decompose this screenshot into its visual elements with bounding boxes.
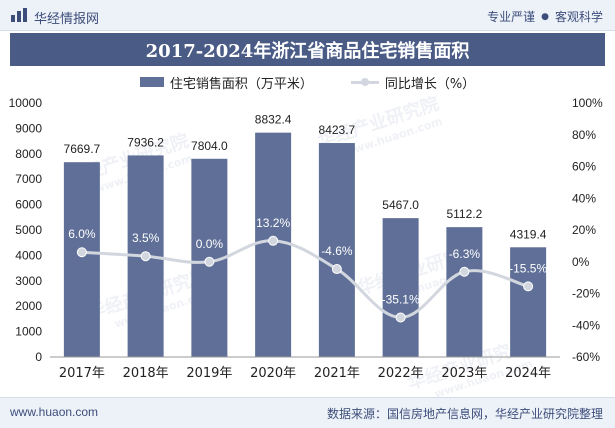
y-tick-label-right: 100% (572, 96, 603, 110)
y-tick-label-right: 80% (572, 128, 596, 142)
x-tick-label: 2019年 (186, 366, 232, 381)
y-tick-label-right: 60% (572, 160, 596, 174)
chart-title-bar: 2017-2024年浙江省商品住宅销售面积 (10, 33, 605, 66)
x-tick-label: 2018年 (123, 366, 169, 381)
bar-value-label: 5112.2 (446, 207, 482, 221)
chart-title: 2017-2024年浙江省商品住宅销售面积 (145, 40, 470, 62)
bar (63, 162, 100, 357)
y-tick-label-left: 0 (35, 350, 42, 364)
y-tick-label-left: 5000 (15, 223, 42, 237)
growth-point (268, 235, 279, 246)
legend-item-bar: 住宅销售面积（万平米） (139, 72, 313, 92)
y-tick-label-left: 9000 (15, 121, 42, 135)
legend-line-swatch (350, 77, 379, 87)
growth-value-label: 3.5% (132, 231, 160, 245)
y-tick-label-left: 3000 (15, 274, 42, 288)
x-tick-label: 2020年 (250, 366, 296, 381)
y-tick-label-right: -40% (572, 318, 600, 332)
slogan-right: 客观科学 (554, 10, 603, 24)
x-tick-label: 2017年 (59, 366, 105, 381)
x-tick-label: 2021年 (314, 366, 360, 381)
y-axis-right: -60% -40% -20% 0% 20% 40% 60% 80% 100% (572, 96, 603, 364)
growth-value-label: -6.3% (449, 247, 481, 261)
growth-value-label: 0.0% (196, 237, 224, 251)
growth-point (459, 266, 470, 277)
footer-url[interactable]: www.huaon.com (10, 405, 99, 419)
x-tick-label: 2023年 (441, 366, 487, 381)
x-axis: 2017年 2018年 2019年 2020年 2021年 2022年 2023年 2024年 (50, 356, 560, 381)
bar-value-label: 8423.7 (319, 123, 356, 137)
y-tick-label-left: 2000 (15, 299, 42, 313)
brand-name: 华经情报网 (34, 12, 100, 27)
bar-value-label: 5467.0 (382, 198, 419, 212)
bar-value-label: 7669.7 (64, 142, 101, 156)
footer-source: 数据来源：国信房地产信息网，华经产业研究院整理 (326, 407, 603, 421)
legend-bar-swatch (139, 77, 164, 87)
y-axis-left: 0 1000 2000 3000 4000 5000 6000 7000 8000 9000 100… (9, 96, 43, 364)
bar (318, 143, 355, 357)
brand-logo-icon (10, 7, 28, 28)
growth-value-label: -15.5% (509, 261, 547, 275)
y-tick-label-left: 6000 (15, 198, 42, 212)
bar-value-label: 7804.0 (191, 139, 228, 153)
y-tick-label-right: 20% (572, 223, 596, 237)
brand[interactable]: 华经情报网 (10, 7, 99, 28)
x-tick-label: 2022年 (378, 366, 424, 381)
growth-value-label: 13.2% (256, 216, 290, 230)
growth-line (81, 239, 529, 319)
legend-line-label: 同比增长（%） (384, 76, 476, 92)
growth-point (523, 281, 534, 292)
growth-point (331, 264, 342, 275)
bar (510, 247, 547, 357)
y-tick-label-left: 8000 (15, 147, 42, 161)
growth-value-label: 6.0% (68, 227, 96, 241)
growth-point (204, 256, 215, 267)
chart-legend: 住宅销售面积（万平米） 同比增长（%） (0, 72, 615, 92)
bar-value-label: 4319.4 (510, 227, 547, 241)
y-tick-label-right: -60% (572, 350, 600, 364)
y-tick-label-right: 0% (572, 255, 590, 269)
y-tick-label-left: 7000 (15, 172, 42, 186)
growth-value-label: -4.6% (321, 244, 353, 258)
chart-plot: 华经产业研究院www.huaon.com华经产业研究院www.huaon.com… (9, 92, 603, 397)
slogan-left: 专业严谨 (487, 10, 536, 24)
growth-point (76, 247, 87, 258)
bar (382, 218, 419, 357)
growth-point (395, 312, 406, 323)
bar-value-label: 8832.4 (255, 113, 292, 127)
growth-value-label: -35.1% (382, 292, 420, 306)
data-labels: 7669.7 7936.2 7804.0 8832.4 8423.7 5467.0 5112… (64, 113, 548, 307)
y-tick-label-left: 4000 (15, 248, 42, 262)
bar (446, 227, 483, 357)
legend-bar-label: 住宅销售面积（万平米） (169, 76, 313, 92)
y-tick-label-right: -20% (572, 287, 600, 301)
y-tick-label-right: 40% (572, 191, 596, 205)
bar-value-label: 7936.2 (127, 135, 164, 149)
y-tick-label-left: 10000 (9, 96, 43, 110)
bullet-icon: ● (541, 11, 549, 22)
slogan: 专业严谨 ● 客观科学 (487, 8, 603, 25)
legend-item-line: 同比增长（%） (350, 72, 476, 92)
x-tick-label: 2024年 (505, 366, 551, 381)
footer-bar: www.huaon.com 数据来源：国信房地产信息网，华经产业研究院整理 (0, 397, 615, 428)
line-series (76, 235, 534, 323)
y-tick-label-left: 1000 (15, 325, 42, 339)
growth-point (140, 251, 151, 262)
top-bar: 华经情报网 专业严谨 ● 客观科学 (0, 0, 615, 31)
